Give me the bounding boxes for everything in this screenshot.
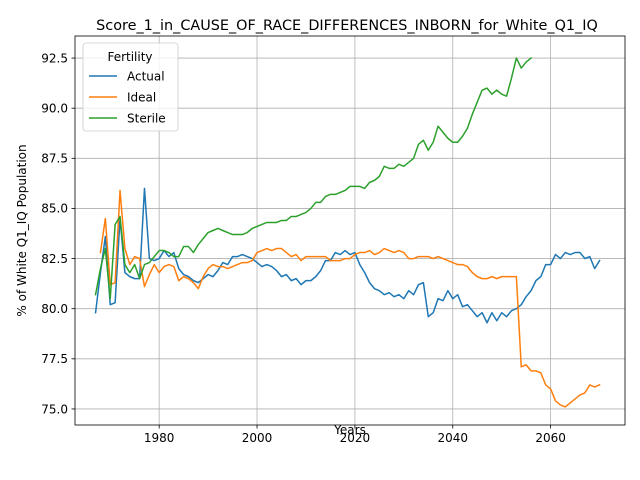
series-line-actual [94,187,601,324]
legend-title: Fertility [107,50,152,64]
y-axis-label: % of White Q1_IQ Population [15,144,29,316]
plot-lines [94,57,601,408]
chart-title: Score_1_in_CAUSE_OF_RACE_DIFFERENCES_INB… [96,18,598,34]
y-tick-label: 92.5 [41,51,68,65]
x-tick-label: 2000 [242,431,273,445]
x-axis-label: Years [333,423,366,437]
grid [75,36,625,425]
y-axis-ticks: 75.0 77.5 80.0 82.5 85.0 87.5 90.0 92.5 [41,51,75,416]
legend-entry-sterile: Sterile [127,112,166,126]
y-tick-label: 82.5 [41,252,68,266]
plot-frame [74,35,626,426]
legend-entry-actual: Actual [127,70,165,84]
legend-box [82,42,179,132]
y-tick-label: 87.5 [41,152,68,166]
series-line-ideal [99,189,601,408]
y-tick-label: 75.0 [41,402,68,416]
legend: Fertility Actual Ideal Sterile [82,42,179,132]
x-tick-label: 1980 [144,431,175,445]
x-tick-label: 2060 [535,431,566,445]
y-tick-label: 90.0 [41,101,68,115]
series-line-sterile [94,57,533,300]
y-tick-label: 85.0 [41,202,68,216]
x-tick-label: 2020 [340,431,371,445]
x-axis-ticks: 1980 2000 2020 2040 2060 [144,425,566,445]
y-tick-label: 80.0 [41,302,68,316]
y-tick-label: 77.5 [41,352,68,366]
legend-entry-ideal: Ideal [127,91,156,105]
x-tick-label: 2040 [437,431,468,445]
